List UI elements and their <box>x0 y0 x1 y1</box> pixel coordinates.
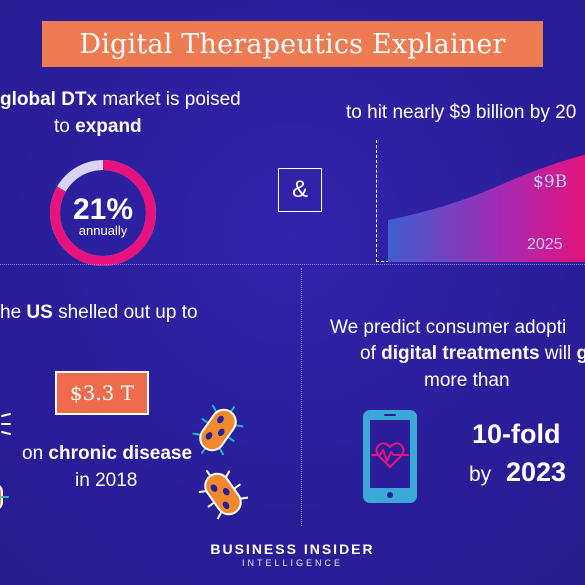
spending-line-1: he US shelled out up to <box>0 303 198 322</box>
revenue-area-chart <box>388 154 585 262</box>
smartphone-heart-icon <box>363 410 417 503</box>
spending-line-1-rest: shelled out up to <box>58 302 198 323</box>
adoption-by: by <box>469 463 492 486</box>
market-line-2-bold: expand <box>75 116 142 137</box>
spending-line-3-prefix: on <box>22 443 44 464</box>
spending-line-4: in 2018 <box>75 470 138 491</box>
bacteria-icon <box>198 470 248 520</box>
adoption-line-2-bold2: gro <box>576 343 585 364</box>
revenue-value-label: $9B <box>533 172 568 192</box>
spending-line-1-bold: US <box>26 302 53 323</box>
adoption-line-1: We predict consumer adopti <box>330 317 567 338</box>
spending-line-1-prefix: he <box>0 302 22 323</box>
adoption-line-2-mid: will <box>544 343 572 364</box>
ampersand-box: & <box>278 168 322 212</box>
growth-percent-sub: annually <box>78 223 128 238</box>
revenue-text: to hit nearly $9 billion by 20 <box>346 102 577 123</box>
brand-sub: INTELLIGENCE <box>241 558 344 568</box>
spending-amount-tag: $3.3 T <box>55 371 149 415</box>
adoption-line-2-bold: digital treatments <box>381 343 540 364</box>
market-line-1-rest: market is poised <box>102 89 241 110</box>
adoption-multiplier: 10-fold <box>472 419 561 449</box>
adoption-line-2: of digital treatments will gro <box>360 344 585 363</box>
page-title: Digital Therapeutics Explainer <box>79 28 506 60</box>
adoption-line-3: more than <box>424 370 510 391</box>
adoption-year: 2023 <box>506 457 567 487</box>
growth-percent: 21% <box>72 193 134 226</box>
market-line-1: global DTx market is poised <box>0 90 241 109</box>
spending-amount: $3.3 T <box>69 381 135 405</box>
title-banner: Digital Therapeutics Explainer <box>42 21 543 67</box>
market-line-2: to expand <box>54 117 142 136</box>
market-line-1-bold: global DTx <box>0 89 98 110</box>
ampersand: & <box>291 176 308 203</box>
spending-line-3: on chronic disease <box>22 444 192 463</box>
donut-arc <box>50 160 156 266</box>
spending-line-3-bold: chronic disease <box>48 443 193 464</box>
market-line-2-prefix: to <box>54 116 70 137</box>
horizontal-divider <box>0 264 585 265</box>
revenue-area <box>388 154 585 262</box>
bacteria-icon <box>1 413 11 435</box>
brand-name: BUSINESS INSIDER <box>210 541 375 557</box>
bacteria-icon <box>192 404 244 456</box>
vertical-divider <box>301 268 302 526</box>
revenue-year-label: 2025 <box>527 236 563 253</box>
growth-donut <box>50 160 156 266</box>
bacteria-icon <box>0 485 9 509</box>
adoption-line-2-prefix: of <box>360 343 376 364</box>
